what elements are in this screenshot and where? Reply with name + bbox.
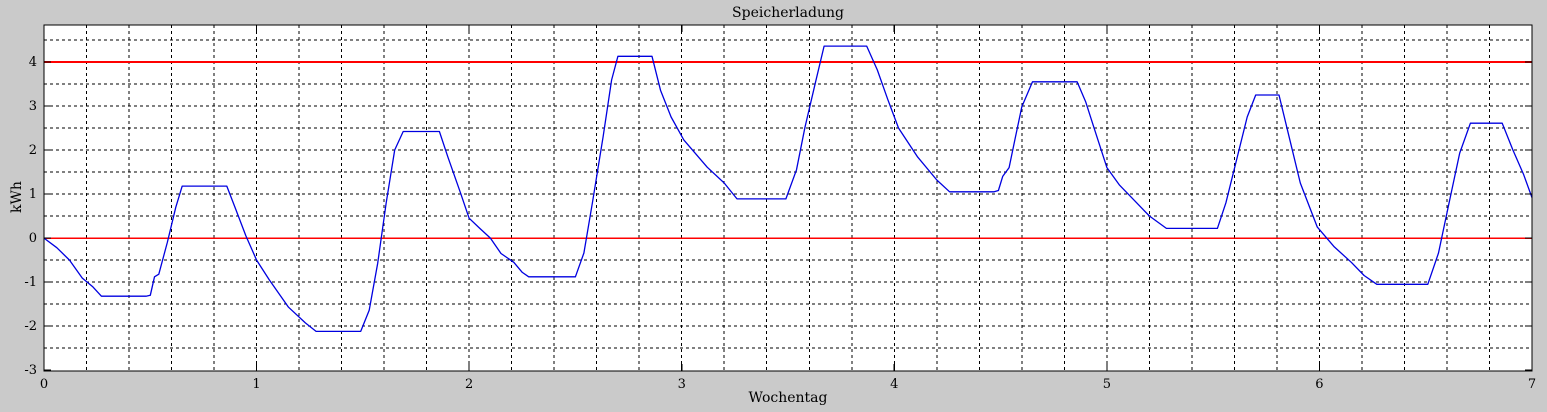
x-tick-label: 0 — [40, 377, 48, 392]
axes-border — [43, 24, 1533, 372]
x-tick-label: 4 — [890, 377, 898, 392]
x-tick-label: 5 — [1103, 377, 1111, 392]
y-tick-label: -1 — [24, 275, 37, 290]
x-tick-label: 6 — [1315, 377, 1323, 392]
x-axis-label: Wochentag — [748, 390, 828, 406]
x-tick-label: 3 — [678, 377, 686, 392]
y-axis-label: kWh — [9, 181, 25, 213]
y-tick-label: 1 — [29, 187, 37, 202]
y-tick-label: 4 — [29, 55, 37, 70]
series-line — [43, 45, 1533, 333]
x-tick-label: 7 — [1528, 377, 1536, 392]
plot-area — [44, 25, 1532, 371]
y-tick-label: 3 — [29, 99, 37, 114]
x-tick-label: 2 — [465, 377, 473, 392]
y-tick-label: -3 — [24, 363, 37, 378]
y-tick-label: 2 — [29, 143, 37, 158]
chart-title: Speicherladung — [732, 5, 844, 21]
y-tick-label: 0 — [29, 231, 37, 246]
x-tick-label: 1 — [252, 377, 260, 392]
y-tick-label: -2 — [24, 319, 37, 334]
